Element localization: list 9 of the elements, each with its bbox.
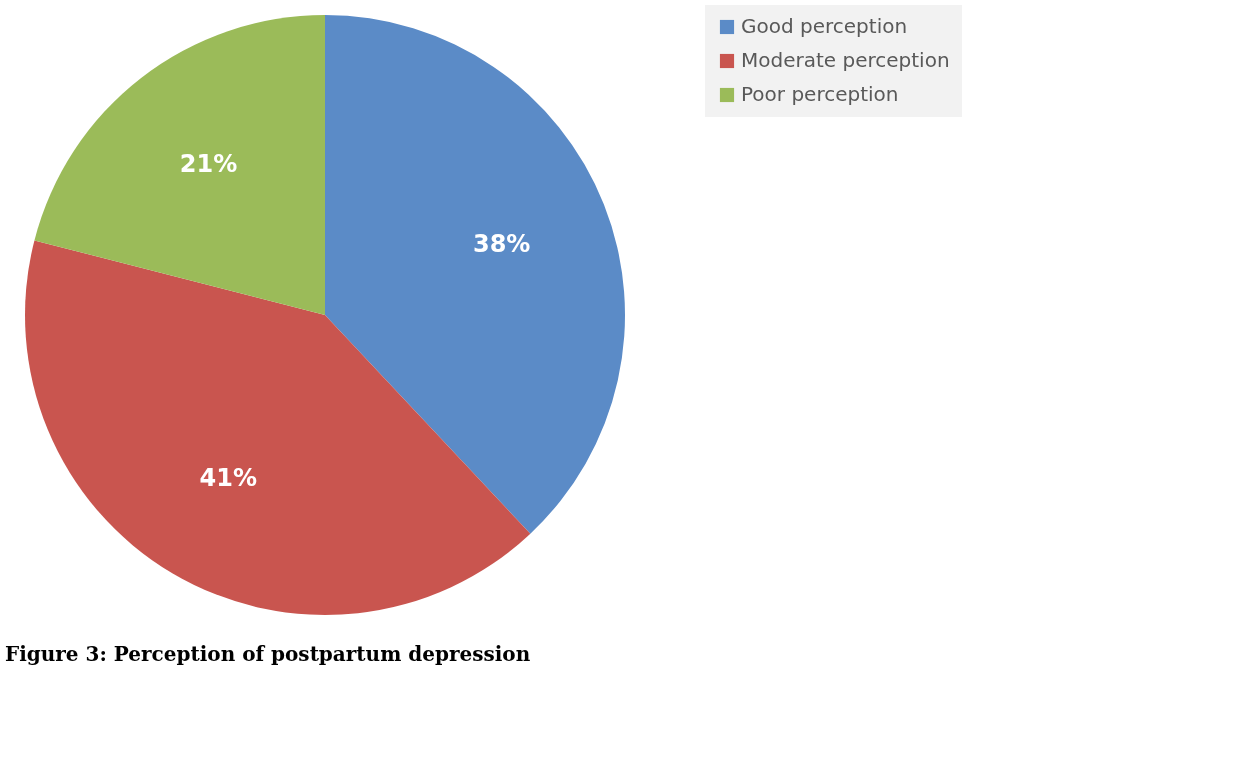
pie-slice: [325, 15, 625, 534]
pie-slice: [34, 15, 325, 315]
legend-label: Good perception: [741, 14, 908, 38]
data-label: 21%: [179, 149, 238, 178]
legend-label: Moderate perception: [741, 48, 950, 72]
legend-label: Poor perception: [741, 82, 899, 106]
text: Figure 3: Perception of postpartum depression: [5, 642, 531, 666]
data-label: 38%: [472, 230, 531, 259]
data-label: 41%: [199, 463, 258, 492]
